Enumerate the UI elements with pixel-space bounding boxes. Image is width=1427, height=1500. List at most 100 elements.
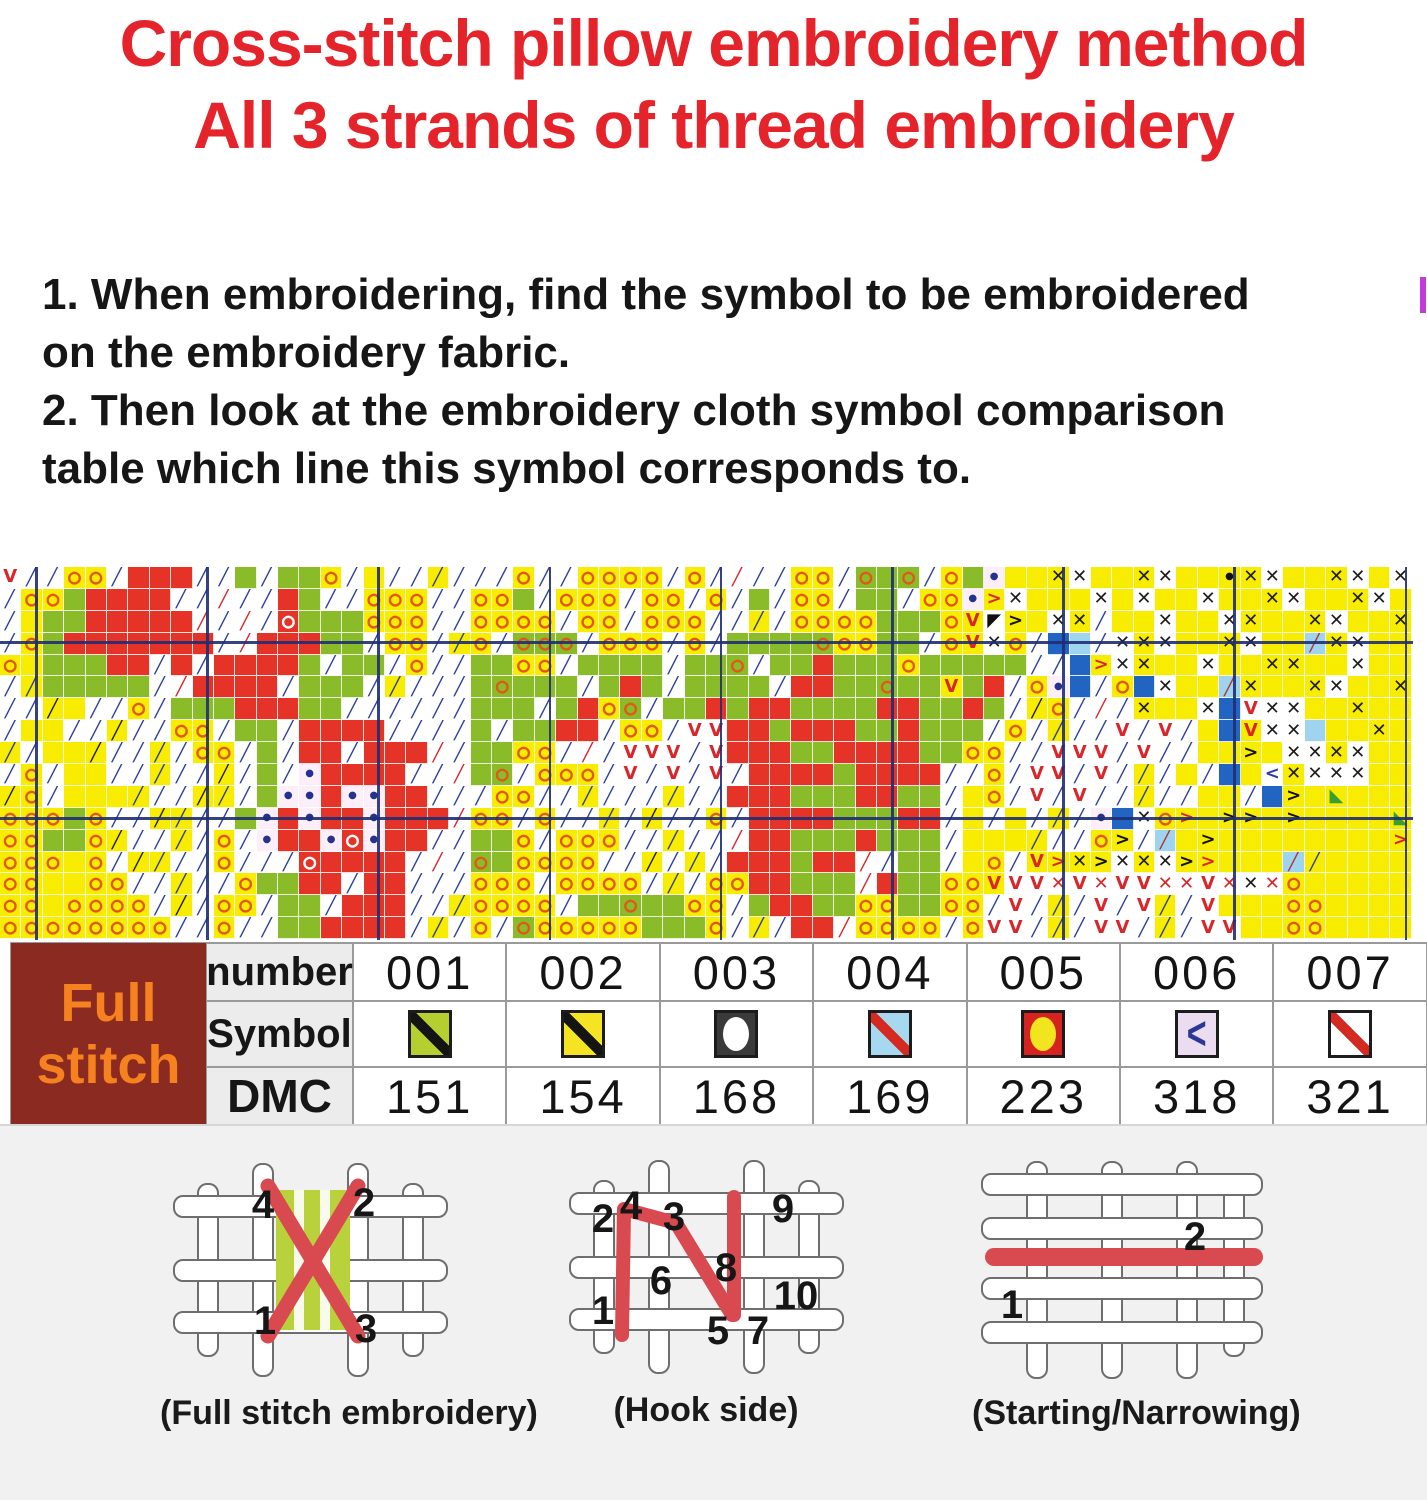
pattern-cell-yellow-black-slash: ╱ — [128, 851, 150, 874]
pattern-cell-red-full — [299, 720, 321, 743]
pattern-cell-yellow-full — [1326, 698, 1348, 721]
pattern-cell-yellow-full — [1304, 873, 1327, 896]
pattern-cell-yellow-full — [1390, 764, 1412, 786]
pattern-cell-red-full — [149, 567, 172, 589]
pattern-cell-yellow-full — [1069, 588, 1091, 611]
pattern-cell-white-red-slash: ╱ — [213, 588, 236, 611]
pattern-cell-green-full — [663, 895, 685, 918]
pattern-cell-red-full — [171, 610, 193, 633]
pattern-cell-yellow-full — [42, 895, 65, 918]
pattern-cell-white-blue-slash: ╱ — [342, 742, 364, 765]
pattern-cell-yellow-black-chevron: > — [1240, 742, 1263, 765]
pattern-cell-green-full — [898, 873, 920, 896]
pattern-cell-white-blue-slash: ╱ — [235, 742, 257, 765]
pattern-cell-green-orange-ring: ○ — [470, 851, 492, 874]
pattern-cell-red-full — [577, 698, 599, 721]
pattern-cell-yellow-full — [85, 764, 107, 786]
pattern-cell-yellow-black-x: ✕ — [1240, 676, 1263, 699]
pattern-cell-red-full — [299, 742, 321, 765]
symbol-chevron: < — [1186, 1008, 1207, 1060]
pattern-cell-white-blue-slash: ╱ — [1112, 895, 1134, 918]
pattern-cell-white-blue-slash: ╱ — [1112, 764, 1134, 786]
pattern-cell-yellow-black-x: ✕ — [1133, 851, 1156, 874]
pattern-cell-yellow-orange-ring: ○ — [491, 895, 514, 918]
pattern-cell-red-full — [213, 654, 236, 677]
pattern-cell-yellow-orange-ring: ○ — [85, 917, 107, 940]
pattern-cell-red-full — [770, 785, 792, 808]
pattern-cell-yellow-blue-slash: ╱ — [1026, 829, 1049, 852]
pattern-cell-green-full — [470, 764, 492, 786]
pattern-cell-white-red-slash: ╱ — [727, 829, 749, 852]
pattern-cell-green-full — [320, 676, 343, 699]
pattern-cell-green-full — [470, 742, 492, 765]
pattern-cell-green-full — [770, 632, 792, 655]
pattern-cell-yellow-orange-ring: ○ — [556, 851, 578, 874]
pattern-cell-yellow-orange-ring: ○ — [663, 588, 685, 611]
pattern-cell-green-orange-ring: ○ — [513, 917, 535, 940]
pattern-cell-white-blue-slash: ╱ — [620, 851, 642, 874]
pattern-cell-white-red-slash: ╱ — [427, 742, 450, 765]
pattern-cell-green-full — [598, 654, 621, 677]
pattern-cell-white-blue-slash: ╱ — [128, 829, 150, 852]
pattern-cell-green-full — [342, 632, 364, 655]
pattern-cell-red-full — [919, 764, 942, 786]
pattern-cell-white-blue-dot: ● — [962, 588, 984, 611]
pattern-cell-white-red-x: ✕ — [1090, 873, 1113, 896]
title-line-2: All 3 strands of thread embroidery — [193, 88, 1235, 162]
pattern-cell-white-blue-slash: ╱ — [898, 588, 920, 611]
pattern-cell-yellow-orange-ring: ○ — [42, 851, 65, 874]
pattern-cell-red-full — [128, 610, 150, 633]
pattern-cell-red-full — [877, 698, 899, 721]
pattern-cell-white-black-x: ✕ — [1197, 698, 1220, 721]
pattern-cell-red-full — [748, 764, 771, 786]
pattern-cell-yellow-orange-ring: ○ — [705, 873, 728, 896]
pattern-cell-white-blue-slash: ╱ — [1069, 895, 1091, 918]
pattern-cell-yellow-orange-ring: ○ — [491, 610, 514, 633]
pattern-cell-green-full — [684, 676, 706, 699]
pattern-cell-green-full — [877, 567, 899, 589]
pattern-cell-white-red-v: V — [983, 917, 1006, 940]
pattern-cell-yellow-full — [64, 698, 86, 721]
pattern-major-vline — [206, 567, 209, 940]
pattern-cell-white-blue-dot: ● — [983, 567, 1006, 589]
pattern-cell-green-full — [770, 720, 792, 743]
pattern-cell-yellow-full — [1283, 829, 1305, 852]
pattern-cell-yellow-orange-ring: ○ — [727, 873, 749, 896]
pattern-cell-yellow-black-dot: ● — [1219, 567, 1241, 589]
pattern-cell-red-full — [791, 676, 813, 699]
pattern-cell-yellow-orange-ring: ○ — [363, 610, 386, 633]
pattern-cell-red-full — [727, 785, 749, 808]
pattern-cell-yellow-full — [1176, 567, 1198, 589]
pattern-cell-green-full — [834, 764, 856, 786]
pattern-cell-yellow-orange-ring: ○ — [983, 785, 1006, 808]
pattern-cell-green-full — [919, 676, 942, 699]
pattern-cell-green-full — [898, 632, 920, 655]
pattern-cell-red-full — [791, 764, 813, 786]
pattern-cell-yellow-black-x: ✕ — [1304, 676, 1327, 699]
pattern-cell-lightblue-full — [1304, 720, 1327, 743]
pattern-cell-yellow-full — [1262, 917, 1284, 940]
pattern-cell-green-full — [556, 698, 578, 721]
pattern-cell-yellow-orange-ring: ○ — [42, 917, 65, 940]
diagram-step-number: 1 — [253, 1299, 275, 1343]
pattern-cell-white-red-v: V — [1112, 917, 1134, 940]
pattern-cell-red-full — [256, 632, 279, 655]
pattern-cell-white-blue-slash: ╱ — [919, 632, 942, 655]
pattern-cell-yellow-orange-ring: ○ — [235, 895, 257, 918]
pattern-cell-yellow-orange-ring: ○ — [21, 895, 43, 918]
pattern-cell-green-full — [855, 676, 878, 699]
pattern-cell-yellow-full — [21, 720, 43, 743]
pattern-cell-yellow-full — [1048, 588, 1070, 611]
starting-narrowing-lattice: 21 — [981, 1161, 1263, 1379]
pattern-cell-white-red-v: V — [1090, 917, 1113, 940]
diagram-step-number: 2 — [591, 1197, 613, 1241]
pattern-cell-red-full — [855, 742, 878, 765]
pattern-cell-yellow-orange-ring: ○ — [85, 829, 107, 852]
pattern-cell-white-blue-slash: ╱ — [513, 764, 535, 786]
pattern-cell-white-blue-slash: ╱ — [684, 742, 706, 765]
symbol-table: Full stitch number Symbol DMC 001 151 002 1… — [10, 942, 1427, 1126]
pattern-cell-green-full — [705, 676, 728, 699]
pattern-cell-red-full — [406, 785, 428, 808]
starting-narrowing-caption: (Starting/Narrowing) — [972, 1394, 1301, 1432]
pattern-cell-white-red-v: V — [1219, 917, 1241, 940]
